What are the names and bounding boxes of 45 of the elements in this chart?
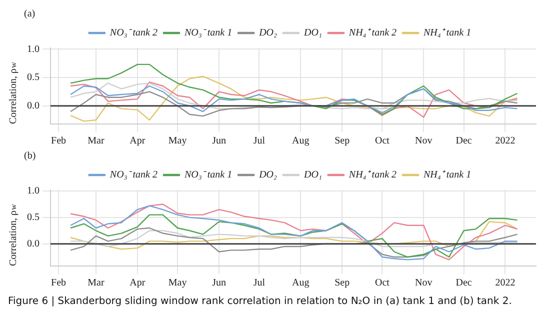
legend-label: NO₃⁻ tank 2: [108, 170, 158, 181]
legend-label: DO₂: [258, 28, 278, 39]
legend-label: NO₃⁻ tank 1: [183, 170, 232, 181]
x-tick-label: Aug: [292, 136, 310, 147]
x-tick-label: 2022: [495, 278, 516, 289]
chart-title: (b): [24, 150, 36, 162]
x-tick-label: Jul: [253, 278, 266, 289]
y-tick-label: 1.0: [27, 186, 40, 197]
legend-label: NO₃⁻ tank 1: [183, 28, 232, 39]
y-tick-label: 0.0: [27, 100, 40, 112]
legend-label: DO₁: [303, 170, 322, 181]
x-tick-label: May: [168, 278, 187, 289]
x-tick-label: Oct: [374, 278, 390, 289]
legend-label: DO₁: [303, 28, 322, 39]
x-tick-label: Jul: [253, 136, 266, 147]
y-tick-label: 0.5: [27, 72, 40, 84]
legend-label: NH₄⁺ tank 1: [422, 28, 472, 39]
x-tick-label: Sep: [334, 136, 350, 147]
x-tick-label: Sep: [334, 278, 350, 289]
y-tick-label: 0.5: [27, 212, 40, 224]
legend-label: NH₄⁺ tank 1: [422, 170, 472, 181]
x-tick-label: Aug: [292, 278, 310, 289]
x-tick-label: Apr: [130, 278, 146, 289]
x-tick-label: Oct: [374, 136, 390, 147]
x-tick-label: Jun: [212, 136, 226, 147]
chart-title: (a): [24, 8, 36, 20]
x-tick-label: Jun: [212, 278, 226, 289]
x-tick-label: Feb: [51, 136, 66, 147]
x-tick-label: Mar: [88, 278, 105, 289]
x-tick-label: Nov: [415, 278, 432, 289]
y-tick-label: 1.0: [27, 44, 40, 55]
caption: Figure 6 | Skanderborg sliding window rank correlation in relation to N₂O in (a) tank 1 and (b) tank 2.: [8, 296, 513, 307]
x-tick-label: 2022: [495, 136, 516, 147]
y-tick-label: 0.0: [27, 238, 40, 250]
x-tick-label: Mar: [88, 136, 105, 147]
legend-label: NH₄⁺ tank 2: [348, 28, 397, 39]
legend-label: NH₄⁺ tank 2: [348, 170, 397, 181]
x-tick-label: Nov: [415, 136, 432, 147]
x-tick-label: Dec: [456, 278, 472, 289]
x-tick-label: Dec: [456, 136, 472, 147]
x-tick-label: Feb: [51, 278, 66, 289]
legend-label: DO₂: [258, 170, 278, 181]
x-tick-label: Apr: [130, 136, 146, 147]
x-tick-label: May: [168, 136, 187, 147]
legend-label: NO₃⁻ tank 2: [108, 28, 158, 39]
